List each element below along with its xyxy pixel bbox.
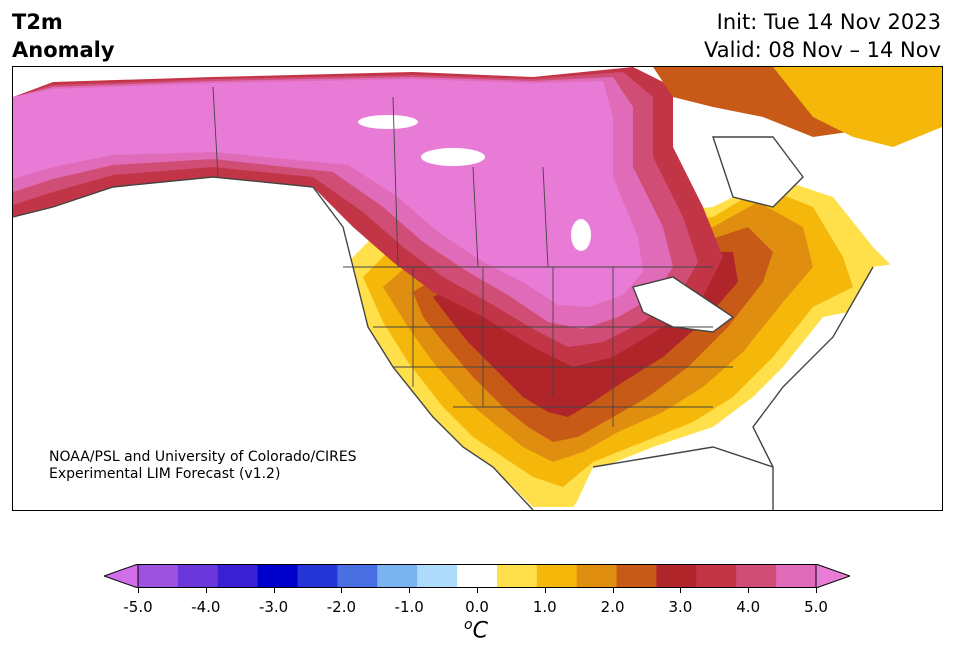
pacific-ocean	[13, 177, 533, 510]
colorbar	[104, 564, 850, 588]
units-letter: C	[472, 618, 488, 644]
colorbar-segment	[417, 564, 458, 588]
northeast-canada-2	[773, 67, 942, 147]
colorbar-tickmark	[477, 588, 478, 593]
colorbar-tickmark	[544, 588, 546, 593]
great-bear-lake	[421, 148, 485, 166]
hudson-region	[713, 137, 803, 207]
colorbar-tickmark	[748, 588, 750, 593]
map-panel	[12, 66, 943, 511]
colorbar-segment	[297, 564, 338, 588]
lake-winnipeg	[571, 219, 591, 251]
units-degree: o	[464, 617, 473, 633]
colorbar-tickmark	[341, 588, 343, 593]
credit-line-2: Experimental LIM Forecast (v1.2)	[49, 466, 281, 482]
colorbar-segment	[177, 564, 219, 588]
colorbar-segment	[696, 564, 737, 588]
colorbar-segment	[217, 564, 259, 588]
colorbar-tickmark	[409, 588, 411, 593]
colorbar-tick-label: -5.0	[123, 598, 153, 616]
anomaly-map	[13, 67, 942, 510]
great-slave-lake	[358, 115, 418, 129]
credit-text: NOAA/PSL and University of Colorado/CIRE…	[49, 449, 357, 483]
colorbar-tick-label: -3.0	[258, 598, 289, 616]
colorbar-outline	[137, 564, 817, 588]
date-info: Init: Tue 14 Nov 2023 Valid: 08 Nov – 14…	[704, 8, 941, 64]
gulf-of-mexico	[573, 447, 773, 510]
colorbar-segment	[776, 564, 817, 588]
colorbar-segment	[337, 564, 378, 588]
colorbar-tickmark	[138, 588, 139, 593]
colorbar-segment	[257, 564, 299, 588]
borders	[212, 86, 733, 427]
colorbar-tick-label: 0.0	[465, 598, 489, 616]
colorbar-segment	[377, 564, 418, 588]
colorbar-tick-label: -4.0	[191, 598, 221, 616]
colorbar-tick-label: 1.0	[532, 598, 557, 616]
colorbar-tickmark	[205, 588, 207, 593]
land-hot-4	[13, 79, 643, 307]
colorbar-segment	[576, 564, 618, 588]
credit-line-1: NOAA/PSL and University of Colorado/CIRE…	[49, 449, 357, 465]
units-label: oC	[464, 617, 488, 643]
colorbar-extend-low	[104, 564, 139, 588]
colorbar-tick-label: 5.0	[804, 598, 828, 616]
colorbar-tick-label: 4.0	[736, 598, 761, 616]
colorbar-extend-high	[815, 564, 850, 588]
colorbar-segment	[616, 564, 657, 588]
atlantic-ocean	[753, 257, 942, 510]
colorbar-tickmark	[273, 588, 275, 593]
colorbar-tickmark	[816, 588, 817, 593]
title-line-1: T2m	[12, 10, 63, 34]
colorbar-tickmark	[680, 588, 682, 593]
colorbar-segment	[457, 564, 498, 588]
title-line-2: Anomaly	[12, 38, 115, 62]
colorbar-tick-label: 2.0	[600, 598, 625, 616]
valid-range: Valid: 08 Nov – 14 Nov	[704, 38, 941, 62]
colorbar-segment	[496, 564, 538, 588]
map-title: T2m Anomaly	[12, 8, 115, 64]
colorbar-tickmark	[612, 588, 614, 593]
colorbar-tick-label: 3.0	[668, 598, 693, 616]
colorbar-tick-label: -1.0	[394, 598, 424, 616]
great-lakes	[633, 277, 733, 332]
init-date: Init: Tue 14 Nov 2023	[716, 10, 941, 34]
colorbar-segment	[536, 564, 578, 588]
colorbar-segment	[656, 564, 697, 588]
colorbar-tick-label: -2.0	[326, 598, 357, 616]
colorbar-segment	[138, 564, 179, 588]
colorbar-segment	[736, 564, 777, 588]
